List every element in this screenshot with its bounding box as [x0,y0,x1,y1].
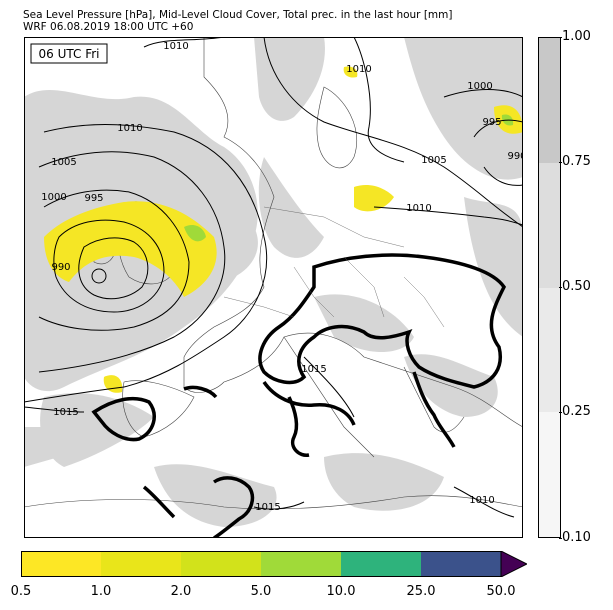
isobar-label: 990 [507,151,523,162]
precip-tick: 25.0 [406,584,436,599]
map-frame [24,37,523,538]
cloud-level-1 [539,412,560,537]
isobar-label: 995 [84,193,103,204]
cloud-tick: 0.25 [559,404,591,419]
precip-color-cell [421,551,502,577]
precip-color-cell [261,551,342,577]
map-borders [223,206,445,328]
precip-tick: 5.0 [250,584,272,599]
isobar-label: 1010 [406,203,431,214]
isobar-1015-heavy [91,253,507,538]
precip-tick: 1.0 [90,584,112,599]
precip-color-cell [181,551,262,577]
isobar-label: 1015 [53,407,78,418]
cloud-level-3 [539,162,560,288]
precip-tick: 10.0 [326,584,356,599]
isobar-label: 1000 [41,192,66,203]
precip-color-cell [21,551,102,577]
precip-tick: 2.0 [170,584,192,599]
isobar-label: 995 [482,117,501,128]
cloud-tick: 1.00 [559,29,591,44]
isobar-label: 1010 [163,41,188,52]
precip-color-cell [101,551,182,577]
isobar-label: 1010 [469,495,494,506]
isobar-label: 990 [51,262,70,273]
isobar-label: 1015 [255,502,280,513]
cloud-level-4 [539,38,560,163]
weather-map: 1010 1010 1010 1005 1000 995 990 1000 99… [24,37,523,538]
cloud-cover-colorbar [538,37,561,538]
cloud-tick: 0.75 [559,154,591,169]
precip-tick: 0.5 [10,584,32,599]
cloud-tick: 0.10 [559,530,591,545]
chart-title: Sea Level Pressure [hPa], Mid-Level Clou… [23,9,453,21]
time-badge: 06 UTC Fri [39,47,100,61]
isobar-label: 1000 [467,81,492,92]
isobar-label: 1015 [301,364,326,375]
cloud-level-2 [539,287,560,413]
precip-tick: 50.0 [486,584,516,599]
isobar-label: 1010 [346,64,371,75]
precip-colorbar [21,551,527,577]
isobar-label: 1005 [421,155,446,166]
isobars [24,37,523,518]
precip-color-cell [341,551,422,577]
isobar-label: 1010 [117,123,142,134]
isobar-label: 1005 [51,157,76,168]
time-badge-box [30,43,108,64]
cloud-tick: 0.50 [559,279,591,294]
chart-subtitle: WRF 06.08.2019 18:00 UTC +60 [23,21,194,33]
